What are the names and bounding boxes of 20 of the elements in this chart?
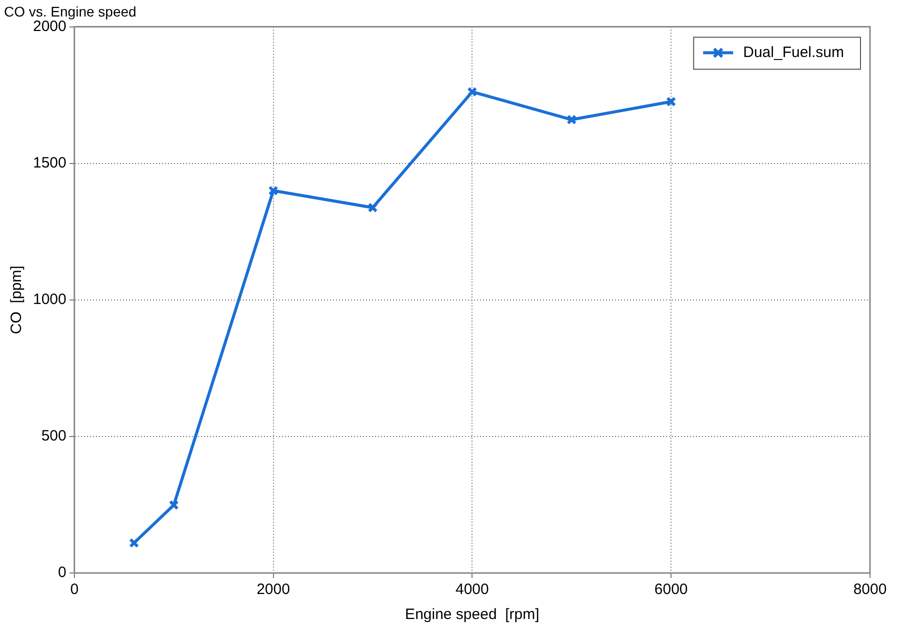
y-axis-title: CO [ppm] xyxy=(8,266,26,334)
x-tick-label: 4000 xyxy=(455,581,489,598)
point xyxy=(666,96,676,107)
point xyxy=(268,186,278,196)
x-axis-title: Engine speed [rpm] xyxy=(405,606,540,624)
x-tick-label: 6000 xyxy=(654,581,688,598)
y-tick-label: 0 xyxy=(58,564,66,582)
y-tick-label: 1000 xyxy=(32,291,66,308)
point xyxy=(566,114,577,125)
y-tick-label: 1500 xyxy=(32,154,66,172)
legend-label: Dual_Fuel.sum xyxy=(743,44,844,61)
x-tick-label: 8000 xyxy=(853,581,887,598)
y-tick-label: 500 xyxy=(41,428,66,445)
point xyxy=(368,202,378,213)
x-tick-label: 2000 xyxy=(256,581,290,598)
chart-title: CO vs. Engine speed xyxy=(4,3,136,20)
point xyxy=(467,86,478,97)
y-tick-label: 2000 xyxy=(32,18,66,35)
point xyxy=(168,500,179,510)
x-tick-label: 0 xyxy=(70,581,79,598)
